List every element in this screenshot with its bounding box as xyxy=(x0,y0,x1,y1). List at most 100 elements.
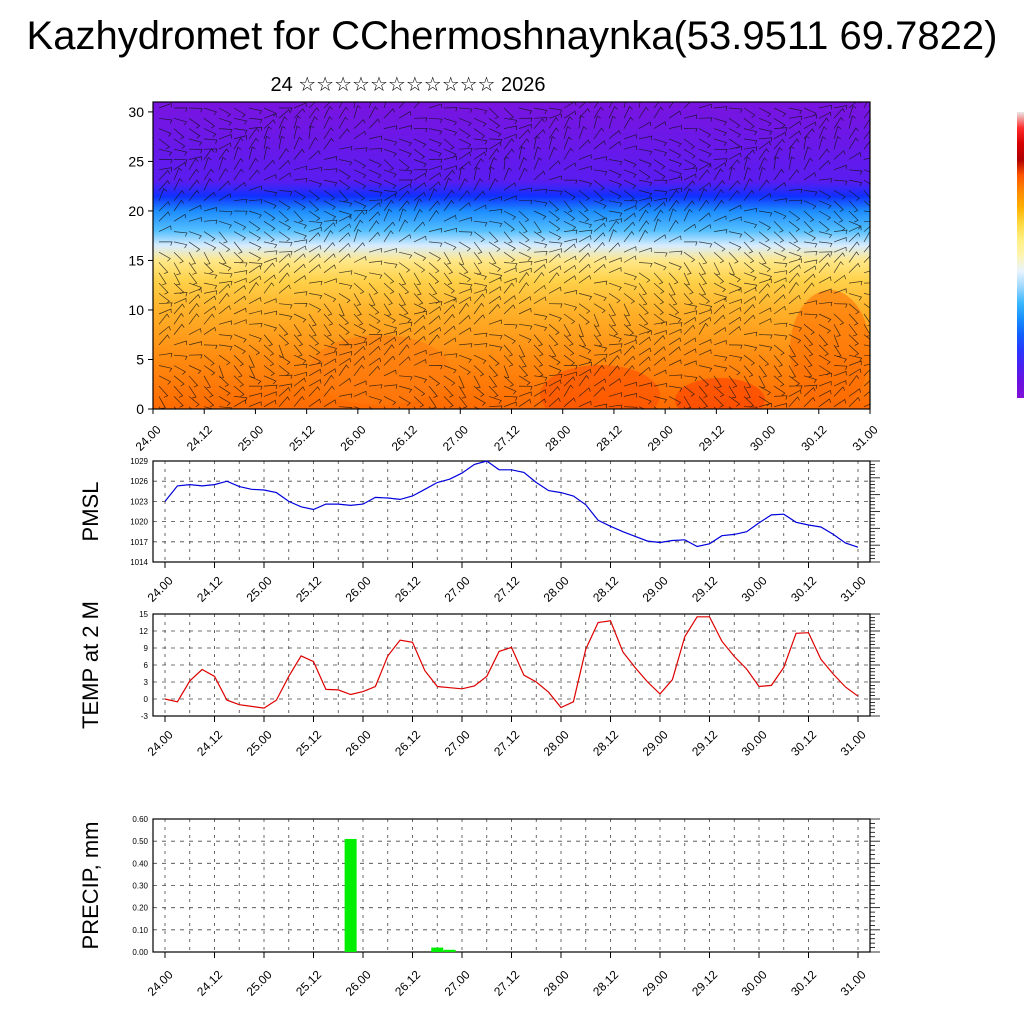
x-tick-label: 31.00 xyxy=(838,573,869,604)
x-tick-label: 29.00 xyxy=(640,727,671,758)
precip-panel xyxy=(152,818,880,958)
precip-bar xyxy=(443,949,456,952)
x-tick-label: 26.12 xyxy=(389,422,420,453)
x-tick-label: 29.12 xyxy=(689,967,720,998)
y-tick-label: 3 xyxy=(144,678,149,687)
cross-section-plot xyxy=(153,102,870,409)
x-tick-label: 29.12 xyxy=(696,422,727,453)
y-tick-label: 0.40 xyxy=(132,859,148,868)
y-tick-label: 0.00 xyxy=(132,948,148,957)
x-tick-label: 25.12 xyxy=(286,422,317,453)
y-tick-label: 0.20 xyxy=(132,904,148,913)
x-tick-label: 26.12 xyxy=(392,573,423,604)
y-tick-label: 0.50 xyxy=(132,837,148,846)
pmsl-ylabel: PMSL xyxy=(78,482,103,542)
chart-title: Kazhydromet for CChermoshnaynka(53.9511 … xyxy=(26,14,998,58)
temp-series-line xyxy=(164,616,859,709)
x-tick-label: 30.12 xyxy=(788,727,819,758)
x-tick-label: 24.00 xyxy=(133,422,164,453)
temp2m-panel xyxy=(152,613,880,722)
x-tick-label: 28.12 xyxy=(590,727,621,758)
x-tick-label: 27.00 xyxy=(442,967,473,998)
warm-anomaly xyxy=(540,365,660,409)
x-tick-label: 25.12 xyxy=(293,967,324,998)
y-tick-label: 25 xyxy=(128,153,144,169)
x-tick-label: 24.00 xyxy=(145,727,176,758)
y-tick-label: 1026 xyxy=(130,477,148,486)
x-tick-label: 30.00 xyxy=(747,422,778,453)
x-tick-label: 28.12 xyxy=(590,573,621,604)
y-tick-label: 0.60 xyxy=(132,815,148,824)
warm-anomaly xyxy=(790,290,870,409)
colorbar xyxy=(1017,112,1024,398)
x-tick-label: 28.00 xyxy=(541,573,572,604)
y-tick-label: 15 xyxy=(128,252,144,268)
x-tick-label: 27.12 xyxy=(491,573,522,604)
pmsl-panel xyxy=(152,460,880,568)
warm-anomaly xyxy=(675,378,765,409)
y-tick-label: 0.10 xyxy=(132,926,148,935)
x-tick-label: 27.12 xyxy=(491,422,522,453)
y-tick-label: 20 xyxy=(128,203,144,219)
x-tick-label: 24.12 xyxy=(184,422,215,453)
precip-bar xyxy=(344,838,357,952)
x-tick-label: 31.00 xyxy=(838,727,869,758)
y-tick-label: 15 xyxy=(139,610,148,619)
x-tick-label: 25.00 xyxy=(235,422,266,453)
x-tick-label: 27.00 xyxy=(442,727,473,758)
x-tick-label: 28.12 xyxy=(590,967,621,998)
x-tick-label: 30.12 xyxy=(798,422,829,453)
y-tick-label: 0.30 xyxy=(132,882,148,891)
x-tick-label: 28.00 xyxy=(541,727,572,758)
y-tick-label: 9 xyxy=(144,644,149,653)
x-tick-label: 24.00 xyxy=(145,573,176,604)
y-tick-label: 10 xyxy=(128,302,144,318)
x-tick-label: 29.00 xyxy=(640,573,671,604)
temp2m-ylabel: TEMP at 2 M xyxy=(78,601,103,729)
x-tick-label: 30.00 xyxy=(739,727,770,758)
y-tick-label: 0 xyxy=(136,401,144,417)
y-tick-label: 0 xyxy=(144,695,149,704)
x-tick-label: 27.00 xyxy=(440,422,471,453)
x-tick-label: 28.12 xyxy=(594,422,625,453)
x-tick-label: 29.00 xyxy=(645,422,676,453)
x-tick-label: 25.00 xyxy=(244,727,275,758)
y-tick-label: 6 xyxy=(144,661,149,670)
y-tick-label: -3 xyxy=(141,712,149,721)
x-tick-label: 27.00 xyxy=(442,573,473,604)
x-tick-label: 25.00 xyxy=(244,573,275,604)
x-tick-label: 24.12 xyxy=(194,727,225,758)
x-tick-label: 30.00 xyxy=(739,967,770,998)
precip-ylabel: PRECIP, mm xyxy=(78,822,103,950)
x-tick-label: 25.12 xyxy=(293,573,324,604)
x-tick-label: 30.12 xyxy=(788,967,819,998)
temperature-field xyxy=(153,102,870,409)
x-tick-label: 26.00 xyxy=(343,727,374,758)
x-tick-label: 24.00 xyxy=(145,967,176,998)
y-tick-label: 1014 xyxy=(130,558,148,567)
x-tick-label: 26.12 xyxy=(392,967,423,998)
x-tick-label: 29.12 xyxy=(689,727,720,758)
y-tick-label: 30 xyxy=(128,104,144,120)
x-tick-label: 24.12 xyxy=(194,573,225,604)
x-tick-label: 25.00 xyxy=(244,967,275,998)
x-tick-label: 24.12 xyxy=(194,967,225,998)
chart-subtitle: 24 ☆☆☆☆☆☆☆☆☆☆☆ 2026 xyxy=(270,74,546,96)
x-tick-label: 26.12 xyxy=(392,727,423,758)
pmsl-series-line xyxy=(164,460,859,548)
y-tick-label: 1020 xyxy=(130,518,148,527)
x-tick-label: 28.00 xyxy=(542,422,573,453)
x-tick-label: 31.00 xyxy=(838,967,869,998)
x-tick-label: 27.12 xyxy=(491,727,522,758)
x-tick-label: 29.12 xyxy=(689,573,720,604)
precip-bar xyxy=(431,947,444,952)
x-tick-label: 29.00 xyxy=(640,967,671,998)
x-tick-label: 27.12 xyxy=(491,967,522,998)
warm-anomaly xyxy=(310,335,450,405)
y-tick-label: 1029 xyxy=(130,457,148,466)
x-tick-label: 30.00 xyxy=(739,573,770,604)
x-tick-label: 26.00 xyxy=(337,422,368,453)
y-tick-label: 5 xyxy=(136,351,144,367)
x-tick-label: 28.00 xyxy=(541,967,572,998)
